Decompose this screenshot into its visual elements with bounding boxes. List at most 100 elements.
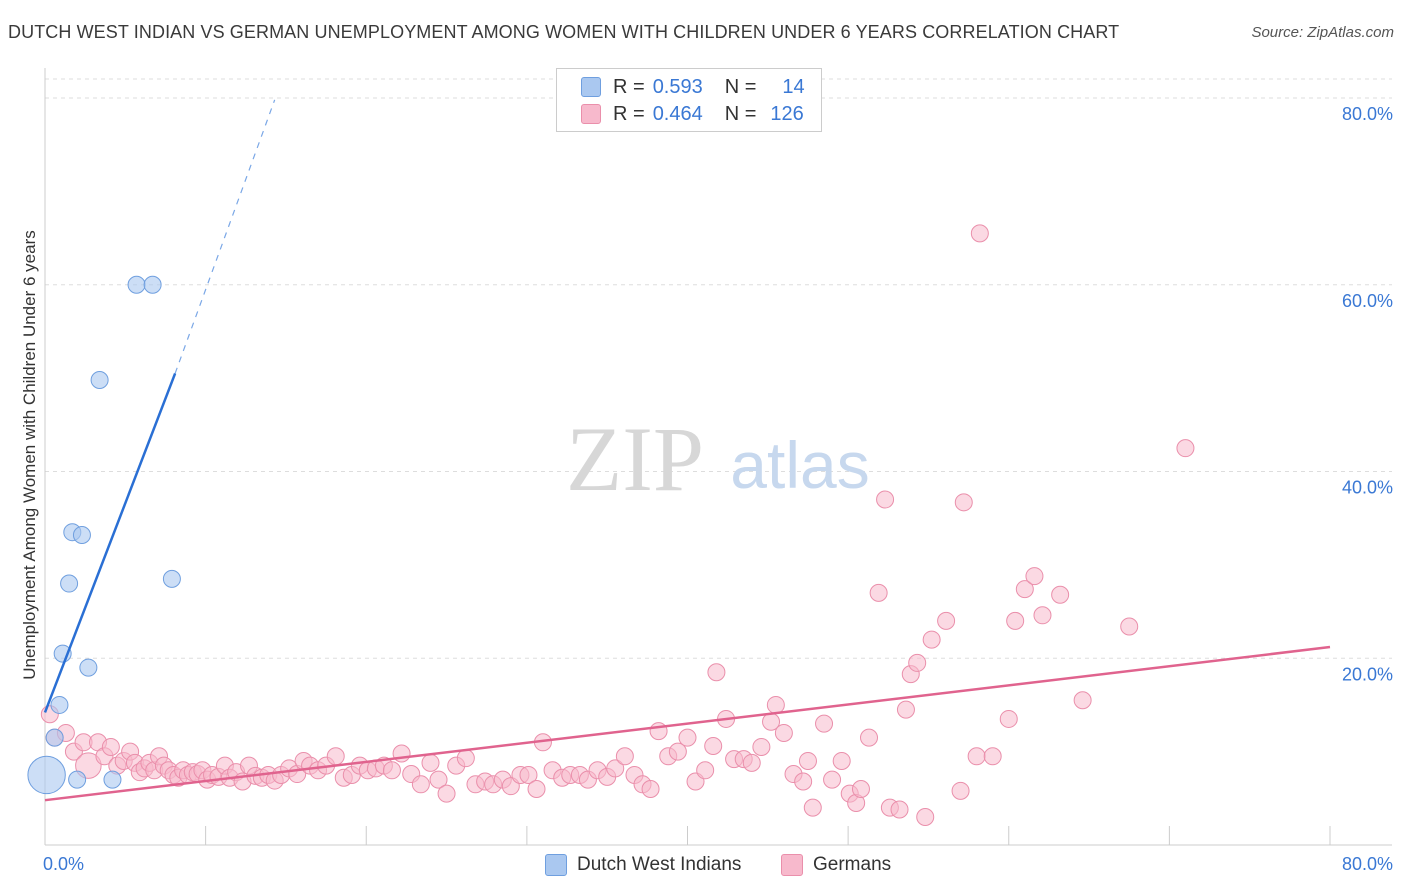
bottom-legend-german: Germans bbox=[781, 851, 891, 879]
dutch-point bbox=[45, 728, 64, 747]
watermark-atlas: atlas bbox=[730, 428, 869, 502]
dutch-point bbox=[162, 569, 181, 588]
german-point bbox=[860, 728, 879, 747]
dutch-point bbox=[103, 770, 122, 789]
german-point bbox=[752, 737, 771, 756]
dutch-trend-line bbox=[43, 373, 177, 713]
axes bbox=[44, 68, 1392, 846]
german-point bbox=[815, 714, 834, 733]
legend-r-label: R = bbox=[613, 75, 645, 98]
german-point bbox=[1025, 567, 1044, 586]
bottom-legend-dutch: Dutch West Indians bbox=[545, 851, 741, 879]
y-tick-label: 40.0% bbox=[1342, 478, 1393, 498]
x-tick-label: 0.0% bbox=[43, 854, 84, 874]
german-point bbox=[696, 761, 715, 780]
dutch-point bbox=[143, 275, 162, 294]
german-point bbox=[641, 779, 660, 798]
bottom-legend-swatch-german bbox=[781, 854, 803, 876]
german-point bbox=[803, 798, 822, 817]
dutch-point bbox=[127, 275, 146, 294]
germans-series bbox=[40, 224, 1195, 826]
dutch-point bbox=[68, 770, 87, 789]
german-point bbox=[421, 753, 440, 772]
german-point bbox=[704, 737, 723, 756]
legend-r-value: 0.593 bbox=[652, 75, 703, 98]
german-point bbox=[615, 747, 634, 766]
german-point bbox=[774, 723, 793, 742]
legend-swatch-dutch bbox=[581, 77, 601, 97]
german-point bbox=[742, 753, 761, 772]
german-point bbox=[1176, 439, 1195, 458]
legend-row-german: R = 0.464 N = 126 bbox=[581, 102, 804, 126]
german-point bbox=[382, 761, 401, 780]
german-point bbox=[429, 770, 448, 789]
bottom-legend-label-dutch: Dutch West Indians bbox=[577, 854, 742, 875]
german-point bbox=[908, 653, 927, 672]
german-point bbox=[890, 800, 909, 819]
german-point bbox=[823, 770, 842, 789]
y-tick-label: 60.0% bbox=[1342, 291, 1393, 311]
x-tick-label: 80.0% bbox=[1342, 854, 1393, 874]
german-point bbox=[326, 747, 345, 766]
dutch-point bbox=[60, 574, 79, 593]
german-point bbox=[951, 781, 970, 800]
bottom-legend-label-german: Germans bbox=[813, 854, 892, 875]
source-label: Source: ZipAtlas.com bbox=[1251, 24, 1394, 41]
german-point bbox=[527, 779, 546, 798]
german-point bbox=[1120, 617, 1139, 636]
y-axis-label: Unemployment Among Women with Children U… bbox=[20, 230, 39, 679]
dutch-point bbox=[90, 370, 109, 389]
german-point bbox=[519, 765, 538, 784]
german-point bbox=[794, 772, 813, 791]
german-point bbox=[999, 709, 1018, 728]
german-point bbox=[937, 611, 956, 630]
y-tick-label: 80.0% bbox=[1342, 104, 1393, 124]
german-point bbox=[437, 784, 456, 803]
legend-swatch-german bbox=[581, 104, 601, 124]
german-point bbox=[954, 493, 973, 512]
german-point bbox=[75, 752, 102, 779]
dutch-point bbox=[72, 525, 91, 544]
german-point bbox=[967, 747, 986, 766]
dutch-trend-extension bbox=[174, 99, 276, 374]
legend-r-value: 0.464 bbox=[652, 102, 703, 125]
german-point bbox=[798, 751, 817, 770]
y-tick-label: 20.0% bbox=[1342, 664, 1393, 684]
german-point bbox=[876, 490, 895, 509]
german-point bbox=[101, 737, 120, 756]
german-point bbox=[922, 630, 941, 649]
dutch-point bbox=[50, 695, 69, 714]
german-point bbox=[916, 807, 935, 826]
dutch-point bbox=[79, 658, 98, 677]
german-point bbox=[970, 224, 989, 243]
trend-lines bbox=[43, 99, 1331, 802]
legend-r-label: R = bbox=[613, 102, 645, 125]
german-point bbox=[678, 728, 697, 747]
german-point bbox=[983, 747, 1002, 766]
german-point bbox=[1051, 585, 1070, 604]
tick-labels: 20.0% 40.0% 60.0% 80.0% 0.0% 80.0% bbox=[43, 104, 1393, 874]
gridlines bbox=[45, 78, 1392, 659]
legend-n-label: N = bbox=[724, 75, 757, 98]
german-point bbox=[869, 583, 888, 602]
german-point bbox=[766, 695, 785, 714]
german-point bbox=[832, 751, 851, 770]
watermark-zip: ZIP bbox=[566, 408, 704, 510]
german-point bbox=[668, 742, 687, 761]
german-point bbox=[456, 749, 475, 768]
bottom-legend-swatch-dutch bbox=[545, 854, 567, 876]
german-point bbox=[606, 759, 625, 778]
watermark: ZIP atlas bbox=[566, 408, 870, 510]
german-point bbox=[851, 779, 870, 798]
german-point bbox=[1073, 691, 1092, 710]
correlation-legend: R = 0.593 N = 14 R = 0.464 N = 126 bbox=[556, 68, 822, 132]
german-point bbox=[1006, 611, 1025, 630]
legend-n-label: N = bbox=[724, 102, 757, 125]
legend-n-value: 14 bbox=[782, 75, 805, 98]
legend-row-dutch: R = 0.593 N = 14 bbox=[581, 75, 805, 99]
german-point bbox=[896, 700, 915, 719]
dutch-point bbox=[27, 755, 66, 795]
german-trend-line bbox=[44, 645, 1331, 802]
chart-title: DUTCH WEST INDIAN VS GERMAN UNEMPLOYMENT… bbox=[8, 22, 1120, 42]
